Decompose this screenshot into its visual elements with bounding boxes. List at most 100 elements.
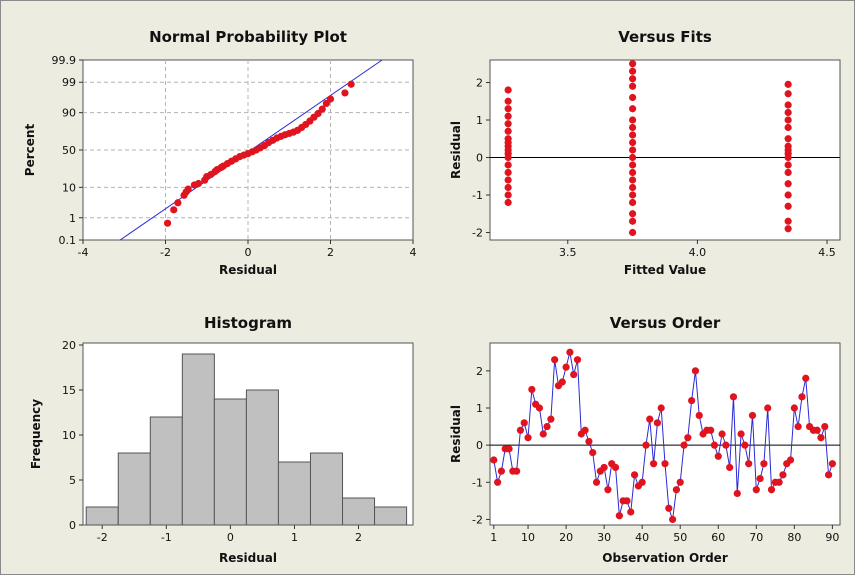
y-tick-label: 99 [62, 76, 76, 89]
y-tick-label: -1 [472, 476, 483, 489]
versus-fits-ylabel: Residual [449, 121, 463, 179]
y-tick-label: 90 [62, 107, 76, 120]
x-tick-label: 4.5 [818, 246, 836, 259]
data-point [184, 185, 192, 193]
data-point [714, 452, 722, 460]
data-point [504, 105, 512, 113]
histogram-bar [342, 497, 376, 526]
data-point [490, 456, 498, 464]
x-tick-label: 30 [597, 531, 611, 544]
data-point [817, 434, 825, 442]
y-tick-label: 20 [62, 339, 76, 352]
data-point [504, 168, 512, 177]
y-tick-label: 2 [476, 77, 483, 90]
data-point [628, 146, 637, 154]
data-point [760, 460, 768, 468]
y-tick-label: 5 [69, 474, 76, 487]
data-point [318, 105, 326, 113]
versus-fits-ticks: 3.5 4.0 4.5 -2 -1 0 1 2 [472, 77, 836, 260]
data-point [741, 441, 749, 449]
data-point [646, 415, 654, 423]
data-point [642, 441, 650, 449]
y-tick-label: 99.9 [52, 54, 77, 67]
data-point [558, 378, 566, 386]
data-point [504, 127, 512, 135]
data-point [784, 80, 792, 88]
data-point [341, 89, 349, 97]
data-point [784, 116, 792, 124]
data-point [504, 176, 512, 184]
y-tick-label: 0 [69, 519, 76, 532]
data-point [628, 131, 637, 139]
data-point [504, 86, 512, 94]
data-point [628, 60, 637, 68]
data-point [628, 198, 637, 207]
versus-fits-title: Versus Fits [618, 28, 712, 46]
normal-probability-ticks: -4 -2 0 2 4 0.1 1 10 50 90 99 99.9 [52, 54, 417, 259]
histogram-bar [181, 353, 215, 526]
data-point [688, 396, 696, 405]
data-point [718, 430, 726, 438]
data-point [802, 374, 810, 382]
data-point [163, 219, 172, 227]
data-point [684, 434, 692, 442]
data-point [520, 419, 528, 427]
versus-order-title: Versus Order [610, 314, 721, 332]
data-point [828, 460, 836, 468]
x-tick-label: 0 [227, 531, 234, 544]
data-point [745, 460, 753, 468]
versus-fits-plot-area [489, 59, 841, 241]
data-point [784, 135, 792, 143]
data-point [628, 191, 637, 199]
data-point [628, 153, 637, 162]
data-point [665, 504, 673, 512]
data-point [784, 161, 792, 169]
y-tick-label: 2 [476, 365, 483, 378]
data-point [798, 393, 806, 401]
data-point [504, 135, 512, 143]
data-point [573, 356, 582, 364]
data-point [752, 486, 760, 494]
data-point [676, 478, 684, 486]
data-point [784, 202, 792, 210]
data-point [710, 441, 719, 449]
x-tick-label: 2 [327, 246, 334, 259]
y-tick-label: 0.1 [59, 234, 77, 247]
data-point [547, 415, 555, 423]
data-point [497, 467, 506, 475]
data-point [691, 367, 700, 375]
data-point [628, 82, 637, 90]
data-point [748, 411, 757, 420]
data-point [680, 441, 688, 449]
versus-fits-marks [490, 60, 840, 237]
normal-probability-grid [83, 60, 413, 240]
histogram-bar [309, 452, 344, 526]
histogram-bar [374, 506, 408, 526]
x-tick-label: -2 [97, 531, 108, 544]
data-point [592, 478, 601, 486]
x-tick-label: 3.5 [559, 246, 577, 259]
data-point [604, 486, 612, 494]
data-point [551, 356, 559, 364]
versus-order-ticks: 1 10 20 30 40 50 60 70 80 90 -2 -1 0 1 2 [472, 365, 839, 544]
x-tick-label: 1 [490, 531, 497, 544]
data-point [784, 108, 792, 117]
normal-probability-ylabel: Percent [23, 124, 37, 177]
data-point [669, 515, 677, 524]
y-tick-label: 1 [476, 402, 483, 415]
x-tick-label: 4 [410, 246, 417, 259]
y-tick-label: 10 [62, 429, 76, 442]
x-tick-label: 0 [245, 246, 252, 259]
data-point [790, 404, 798, 412]
x-tick-label: 60 [711, 531, 725, 544]
data-point [628, 116, 637, 124]
data-point [628, 168, 637, 177]
data-point [729, 393, 738, 401]
data-point [627, 508, 635, 516]
data-point [562, 363, 570, 371]
data-point [784, 217, 792, 225]
data-point [722, 441, 730, 449]
data-point [516, 426, 525, 434]
data-point [786, 456, 795, 464]
histogram-panel: Histogram Residual Frequency -2 -1 0 1 20510… [29, 314, 414, 565]
